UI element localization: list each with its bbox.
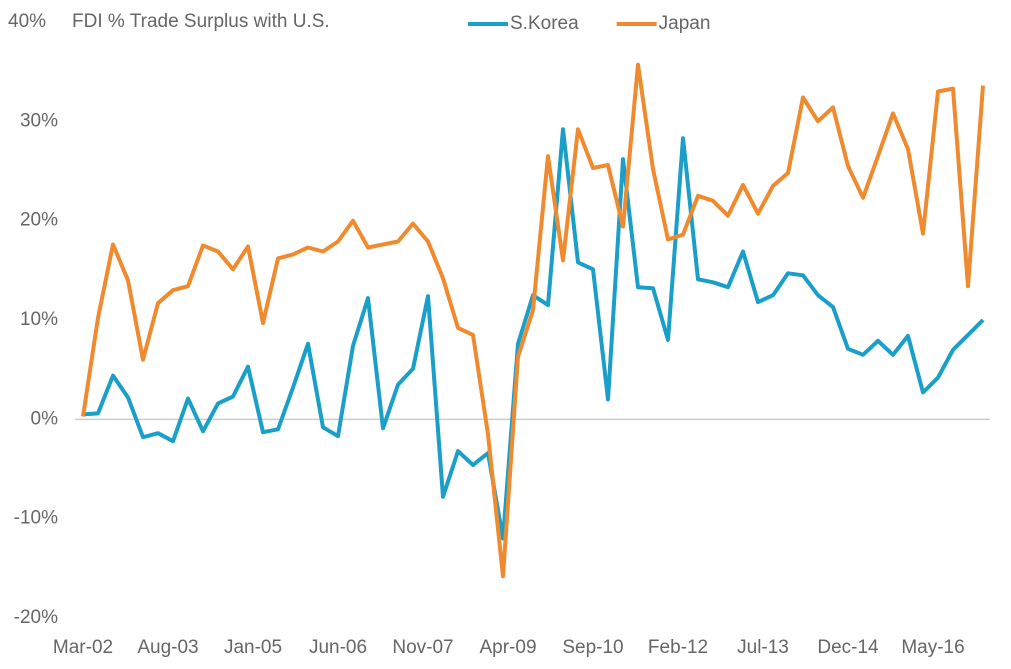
x-tick-label: Nov-07 [392,637,453,658]
series-line [82,127,985,541]
x-tick-label: Apr-09 [479,637,536,658]
x-tick-label: May-16 [901,637,964,658]
y-tick-label: -20% [14,607,58,628]
y-tick-label: 10% [20,309,58,330]
x-tick-label: Dec-14 [817,637,879,658]
chart-title: FDI % Trade Surplus with U.S. [72,11,330,32]
x-tick-label: Mar-02 [53,637,113,658]
y-tick-label: -10% [14,508,58,529]
x-tick-label: Jul-13 [737,637,789,658]
y-tick-label: 30% [20,110,58,131]
x-tick-label: Aug-03 [137,637,198,658]
y-tick-label: 0% [31,408,59,429]
y-tick-label: 20% [20,210,58,231]
x-tick-label: Jan-05 [224,637,282,658]
legend-label: S.Korea [510,13,579,34]
series-line [81,62,985,579]
y-tick-label: 40% [8,11,46,32]
x-tick-label: Jun-06 [309,637,367,658]
x-tick-label: Feb-12 [648,637,708,658]
x-tick-label: Sep-10 [562,637,623,658]
legend-label: Japan [659,13,711,34]
